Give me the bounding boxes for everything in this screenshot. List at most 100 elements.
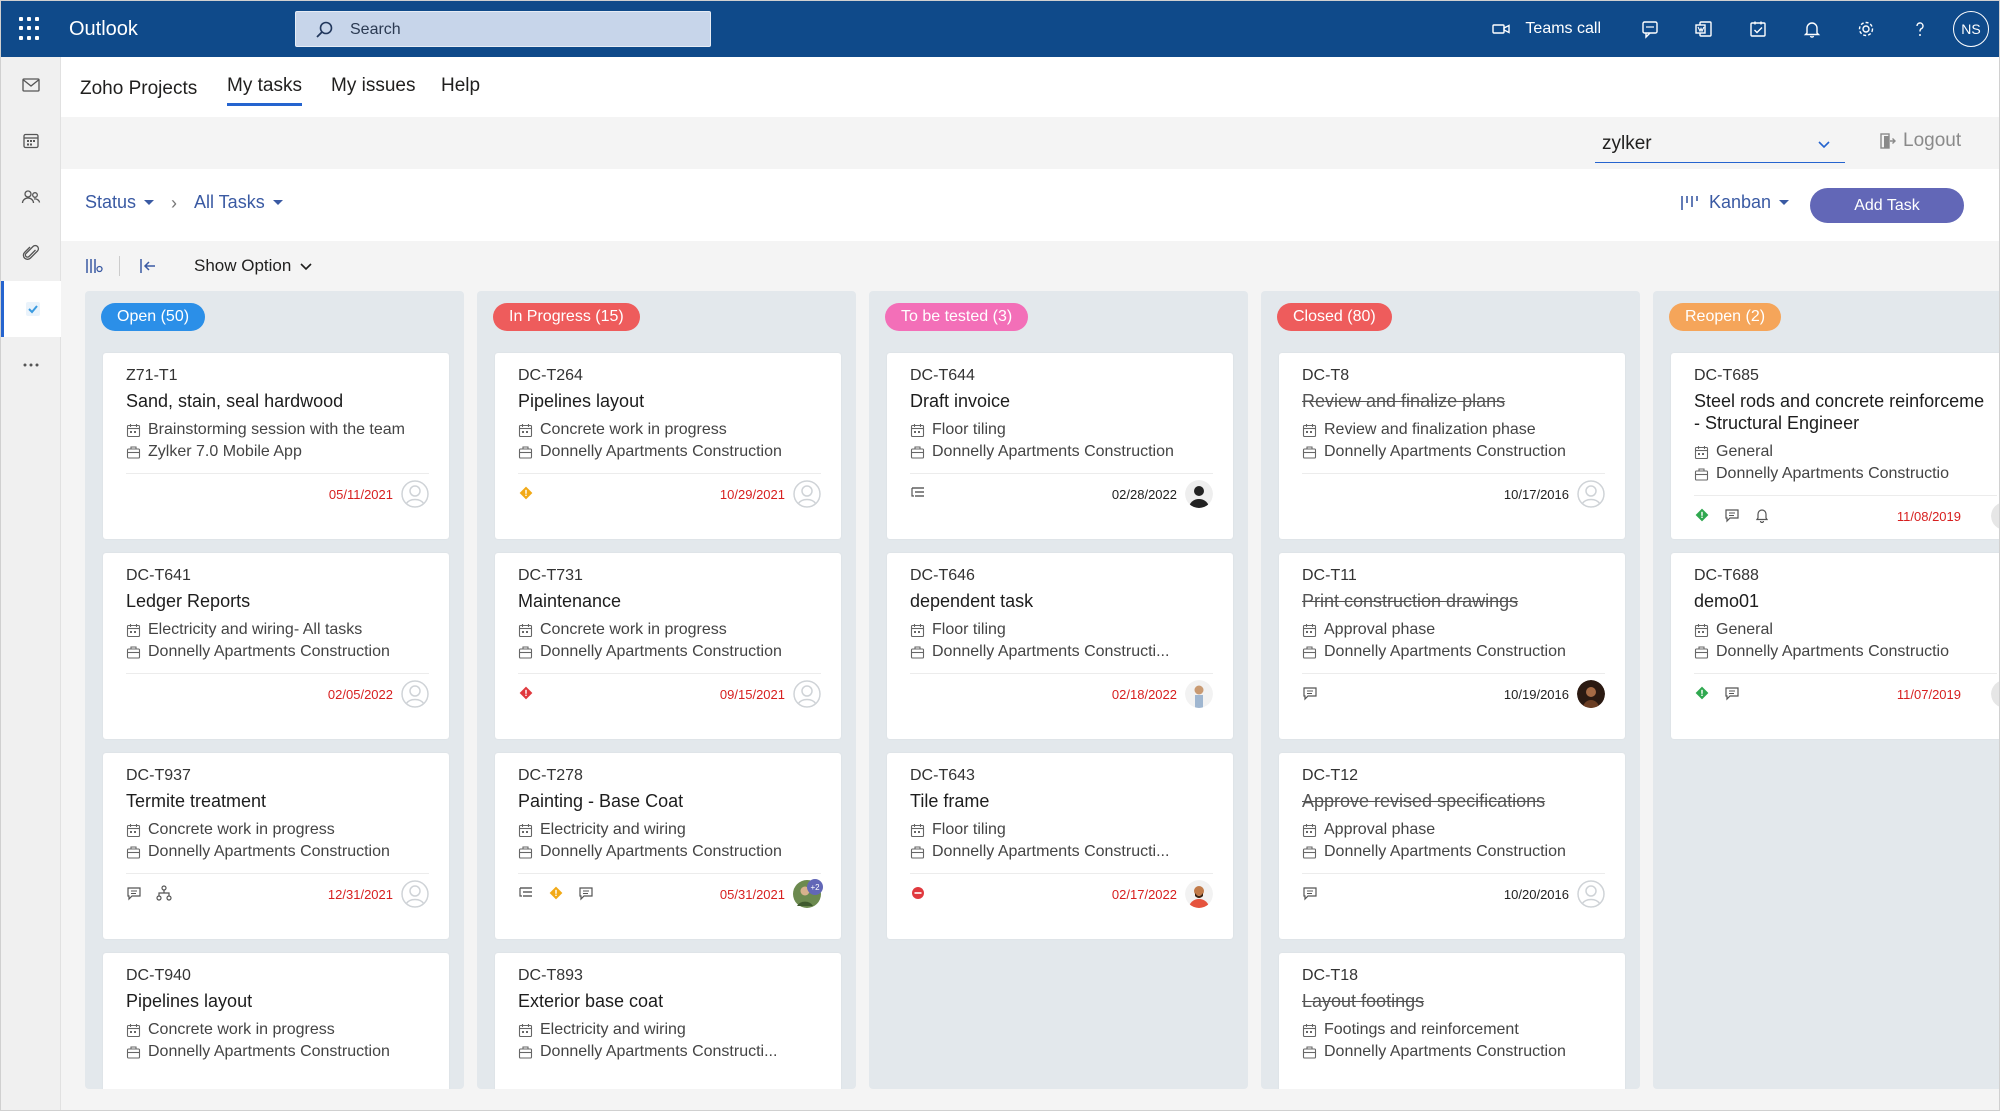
logout-button[interactable]: Logout bbox=[1879, 130, 1961, 152]
column-status-pill[interactable]: Reopen (2) bbox=[1669, 303, 1782, 331]
task-title[interactable]: dependent task bbox=[910, 591, 1034, 611]
collapse-columns-icon[interactable] bbox=[138, 256, 158, 276]
todo-button[interactable] bbox=[1731, 1, 1785, 57]
assignee-avatar[interactable] bbox=[1577, 680, 1605, 708]
tab-my-issues[interactable]: My issues bbox=[331, 75, 416, 96]
task-card[interactable]: DC-T893 Exterior base coat Electricity and… bbox=[495, 953, 841, 1089]
task-title[interactable]: Draft invoice bbox=[910, 391, 1011, 411]
assignee-avatar[interactable] bbox=[793, 680, 821, 708]
rail-more-apps[interactable] bbox=[1, 337, 61, 393]
priority-orange-icon[interactable] bbox=[548, 885, 564, 901]
show-option-dropdown[interactable]: Show Option bbox=[194, 256, 313, 276]
notifications-button[interactable] bbox=[1785, 1, 1839, 57]
assignee-avatar[interactable] bbox=[1185, 880, 1213, 908]
all-tasks-filter[interactable]: All Tasks bbox=[194, 192, 283, 213]
task-card[interactable]: DC-T264 Pipelines layout Concrete work in … bbox=[495, 353, 841, 539]
assignee-avatar[interactable] bbox=[1185, 680, 1213, 708]
bell-icon[interactable] bbox=[1754, 507, 1770, 523]
tab-my-tasks[interactable]: My tasks bbox=[227, 75, 302, 106]
task-title[interactable]: Maintenance bbox=[518, 591, 622, 611]
rail-calendar[interactable] bbox=[1, 113, 61, 169]
column-settings-icon[interactable] bbox=[84, 256, 104, 276]
task-card[interactable]: DC-T731 Maintenance Concrete work in progr… bbox=[495, 553, 841, 739]
task-card[interactable]: DC-T643 Tile frame Floor tiling Donnelly Ap… bbox=[887, 753, 1233, 939]
settings-button[interactable] bbox=[1839, 1, 1893, 57]
task-title[interactable]: Ledger Reports bbox=[126, 591, 251, 611]
task-card[interactable]: DC-T688 demo01 General Donnelly Apartments … bbox=[1671, 553, 1999, 739]
subtasks-icon[interactable] bbox=[910, 485, 926, 501]
task-card[interactable]: DC-T646 dependent task Floor tiling Donnell… bbox=[887, 553, 1233, 739]
chat-feedback-icon bbox=[1642, 21, 1658, 39]
task-card[interactable]: DC-T8 Review and finalize plans Review and… bbox=[1279, 353, 1625, 539]
task-title[interactable]: Pipelines layout bbox=[126, 991, 253, 1011]
task-title[interactable]: Tile frame bbox=[910, 791, 990, 811]
comment-icon[interactable] bbox=[578, 885, 594, 901]
rail-files[interactable] bbox=[1, 225, 61, 281]
comment-icon[interactable] bbox=[126, 885, 142, 901]
task-card[interactable]: DC-T278 Painting - Base Coat Electricity a… bbox=[495, 753, 841, 939]
task-title[interactable]: Pipelines layout bbox=[518, 391, 645, 411]
hierarchy-icon[interactable] bbox=[156, 885, 172, 901]
column-status-pill[interactable]: Closed (80) bbox=[1277, 303, 1392, 331]
priority-green-icon[interactable] bbox=[1694, 507, 1710, 523]
comment-icon[interactable] bbox=[1302, 685, 1318, 701]
column-status-pill[interactable]: In Progress (15) bbox=[493, 303, 640, 331]
tab-help[interactable]: Help bbox=[441, 75, 481, 96]
comment-icon[interactable] bbox=[1724, 507, 1740, 523]
help-button[interactable] bbox=[1893, 1, 1947, 57]
comment-icon[interactable] bbox=[1724, 685, 1740, 701]
task-card[interactable]: DC-T644 Draft invoice Floor tiling Donnelly… bbox=[887, 353, 1233, 539]
task-card[interactable]: DC-T11 Print construction drawings Approva… bbox=[1279, 553, 1625, 739]
task-card[interactable]: DC-T940 Pipelines layout Concrete work in … bbox=[103, 953, 449, 1089]
assignee-avatar[interactable] bbox=[401, 680, 429, 708]
task-title[interactable]: Exterior base coat bbox=[518, 991, 664, 1011]
task-card[interactable]: DC-T18 Layout footings Footings and reinfo… bbox=[1279, 953, 1625, 1089]
view-selector[interactable]: Kanban bbox=[1679, 192, 1790, 213]
rail-zoho-projects[interactable] bbox=[1, 281, 61, 337]
task-title[interactable]: Print construction drawings bbox=[1302, 591, 1519, 611]
task-title[interactable]: Sand, stain, seal hardwood bbox=[126, 391, 344, 411]
task-card[interactable]: DC-T12 Approve revised specifications Appr… bbox=[1279, 753, 1625, 939]
task-card[interactable]: DC-T937 Termite treatment Concrete work in… bbox=[103, 753, 449, 939]
task-card[interactable]: Z71-T1 Sand, stain, seal hardwood Brainsto… bbox=[103, 353, 449, 539]
task-title[interactable]: Termite treatment bbox=[126, 791, 267, 811]
office-apps-button[interactable] bbox=[1677, 1, 1731, 57]
column-status-pill[interactable]: To be tested (3) bbox=[885, 303, 1029, 331]
status-filter[interactable]: Status bbox=[85, 192, 155, 213]
assignee-avatar[interactable] bbox=[401, 480, 429, 508]
assignee-avatar[interactable] bbox=[1991, 502, 1999, 530]
priority-red-icon[interactable] bbox=[518, 685, 534, 701]
column-status-pill[interactable]: Open (50) bbox=[101, 303, 206, 331]
rail-mail[interactable] bbox=[1, 57, 61, 113]
assignee-avatar[interactable]: +2 bbox=[793, 879, 823, 908]
task-title[interactable]: - Structural Engineer bbox=[1694, 413, 1860, 433]
teams-call-button[interactable]: Teams call bbox=[1474, 1, 1623, 57]
task-title[interactable]: Approve revised specifications bbox=[1302, 791, 1546, 811]
user-avatar[interactable]: NS bbox=[1953, 11, 1989, 47]
task-title[interactable]: Review and finalize plans bbox=[1302, 391, 1506, 411]
assignee-avatar[interactable] bbox=[1577, 880, 1605, 908]
task-card[interactable]: DC-T685 Steel rods and concrete reinforce… bbox=[1671, 353, 1999, 539]
task-title[interactable]: demo01 bbox=[1694, 591, 1760, 611]
assignee-avatar[interactable] bbox=[793, 480, 821, 508]
priority-none-icon[interactable] bbox=[910, 885, 926, 901]
assignee-avatar[interactable] bbox=[1577, 480, 1605, 508]
task-title[interactable]: Steel rods and concrete reinforceme bbox=[1694, 391, 1985, 411]
app-launcher-icon[interactable] bbox=[19, 17, 43, 41]
priority-green-icon[interactable] bbox=[1694, 685, 1710, 701]
priority-orange-icon[interactable] bbox=[518, 485, 534, 501]
add-task-button[interactable]: Add Task bbox=[1810, 188, 1964, 223]
task-title[interactable]: Layout footings bbox=[1302, 991, 1425, 1011]
portal-select[interactable]: zylker bbox=[1595, 129, 1845, 163]
tasklist-icon bbox=[1694, 445, 1716, 460]
comment-icon[interactable] bbox=[1302, 885, 1318, 901]
task-title[interactable]: Painting - Base Coat bbox=[518, 791, 684, 811]
assignee-avatar[interactable] bbox=[401, 880, 429, 908]
search-box[interactable]: Search bbox=[295, 11, 711, 47]
subtasks-icon[interactable] bbox=[518, 885, 534, 901]
feedback-button[interactable] bbox=[1623, 1, 1677, 57]
assignee-avatar[interactable] bbox=[1991, 680, 1999, 708]
rail-people[interactable] bbox=[1, 169, 61, 225]
assignee-avatar[interactable] bbox=[1185, 480, 1213, 508]
task-card[interactable]: DC-T641 Ledger Reports Electricity and wir… bbox=[103, 553, 449, 739]
